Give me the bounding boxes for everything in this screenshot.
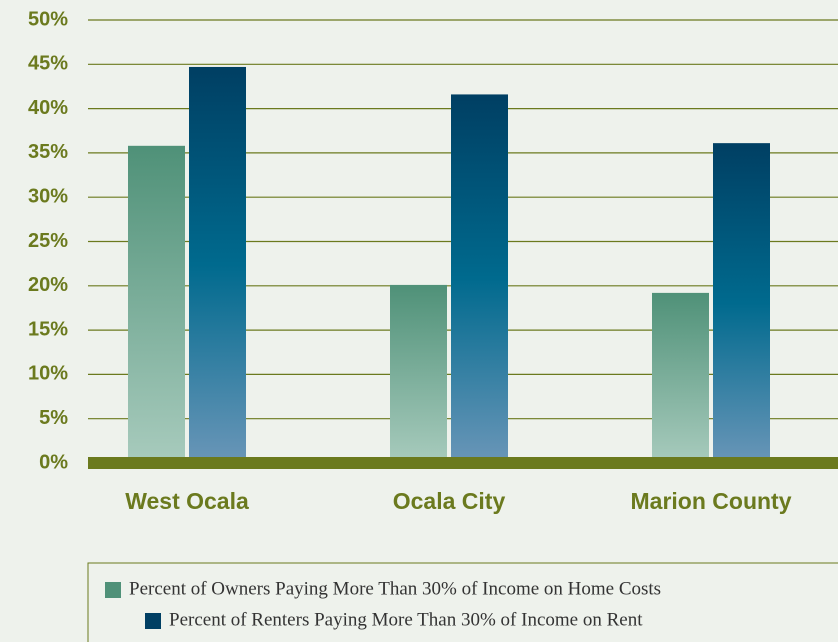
baseline (88, 457, 838, 469)
y-tick-label: 25% (28, 230, 68, 252)
x-tick-label: Ocala City (393, 488, 506, 514)
bar (128, 145, 185, 463)
legend-swatch (105, 582, 121, 598)
y-tick-label: 45% (28, 53, 68, 75)
y-tick-label: 50% (28, 8, 68, 30)
bar (390, 284, 447, 463)
y-tick-label: 5% (39, 407, 68, 429)
y-tick-label: 35% (28, 141, 68, 163)
bar (652, 292, 709, 463)
x-tick-label: West Ocala (125, 488, 249, 514)
y-tick-label: 15% (28, 318, 68, 340)
legend-box (87, 562, 838, 642)
y-tick-label: 0% (39, 451, 68, 473)
legend-swatch (145, 613, 161, 629)
bar (451, 94, 508, 463)
bar (189, 66, 246, 463)
y-tick-label: 20% (28, 274, 68, 296)
bar (713, 143, 770, 464)
legend-label: Percent of Owners Paying More Than 30% o… (129, 578, 661, 599)
legend-label: Percent of Renters Paying More Than 30% … (169, 609, 643, 630)
x-tick-label: Marion County (631, 488, 792, 514)
y-tick-label: 30% (28, 185, 68, 207)
y-tick-label: 40% (28, 97, 68, 119)
y-tick-label: 10% (28, 363, 68, 385)
